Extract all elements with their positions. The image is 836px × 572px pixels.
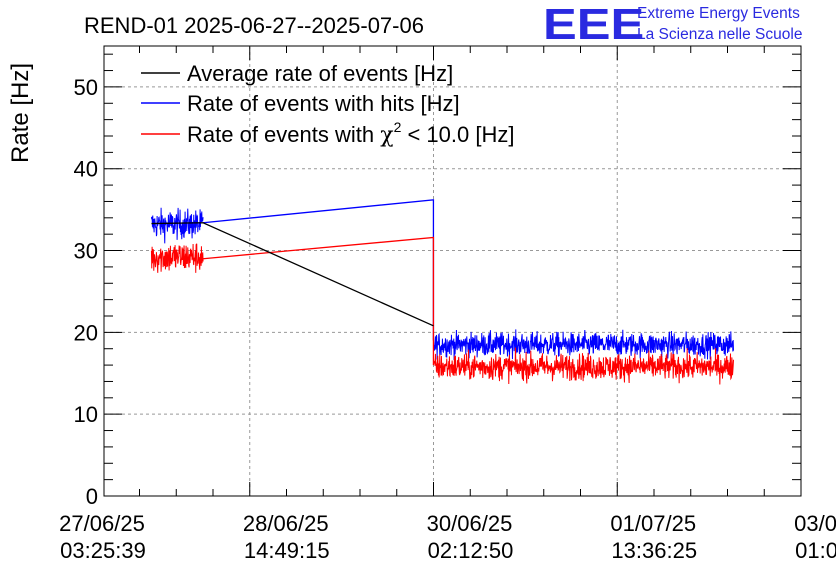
logo-text: EEE [543,0,644,49]
series-1-segment-1 [432,329,735,361]
series-2-segment-1 [432,347,735,385]
series-2-connector [203,236,435,366]
y-tick-label: 40 [74,157,98,182]
axis-ticks [104,46,802,497]
series-1-connector [203,199,435,341]
x-tick-date: 03/07/25 [794,511,836,536]
y-tick-label: 20 [74,320,98,345]
legend-label-1: Rate of events with hits [Hz] [187,91,460,116]
x-tick-time: 13:36:25 [611,538,697,563]
plot-frame [103,45,802,497]
x-tick-time: 01:00:00 [795,538,836,563]
x-tick-time: 02:12:50 [428,538,514,563]
series-layer [150,199,735,385]
x-tick-date: 30/06/25 [427,511,513,536]
y-tick-label: 10 [74,402,98,427]
x-tick-time: 14:49:15 [244,538,330,563]
y-tick-label: 50 [74,75,98,100]
x-tick-date: 28/06/25 [243,511,329,536]
y-tick-label: 30 [74,239,98,264]
x-tick-date: 27/06/25 [59,511,145,536]
x-tick-date: 01/07/25 [610,511,696,536]
y-axis-label: Rate [Hz] [7,63,34,163]
legend-label-0: Average rate of events [Hz] [187,61,453,86]
legend: Average rate of events [Hz] Rate of event… [141,61,514,148]
series-2-segment-0 [150,243,204,273]
series-0-line [151,222,434,327]
logo-line1: Extreme Energy Events [637,5,800,22]
y-tick-labels: 0 10 20 30 40 50 [74,75,98,509]
y-tick-label: 0 [86,484,98,509]
chart-title: REND-01 2025-06-27--2025-07-06 [84,13,424,38]
x-tick-time: 03:25:39 [60,538,146,563]
eee-logo: EEE Extreme Energy Events La Scienza nel… [543,0,802,49]
logo-line2: La Scienza nelle Scuole [637,26,802,43]
legend-label-2: Rate of events with χ2 < 10.0 [Hz] [187,119,514,148]
series-1-segment-0 [150,207,204,244]
